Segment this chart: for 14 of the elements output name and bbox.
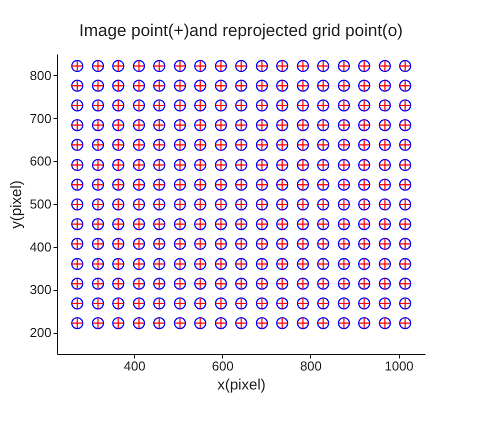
x-tick-label: 400 bbox=[124, 358, 146, 374]
x-axis-title: x(pixel) bbox=[217, 376, 266, 394]
x-tick-label: 1000 bbox=[384, 358, 414, 374]
y-tick-label: 500 bbox=[30, 196, 52, 212]
y-tick-label: 200 bbox=[30, 325, 52, 340]
y-tick-label: 600 bbox=[30, 154, 52, 169]
y-tick-label: 700 bbox=[30, 110, 52, 126]
chart-title: Image point(+)and reprojected grid point(o) bbox=[79, 21, 403, 40]
y-axis-title: y(pixel) bbox=[8, 180, 25, 229]
y-tick-label: 300 bbox=[30, 282, 52, 298]
x-tick-label: 600 bbox=[212, 358, 234, 374]
y-tick-label: 800 bbox=[30, 68, 52, 83]
x-tick-label: 800 bbox=[300, 358, 322, 374]
y-tick-label: 400 bbox=[30, 239, 52, 254]
